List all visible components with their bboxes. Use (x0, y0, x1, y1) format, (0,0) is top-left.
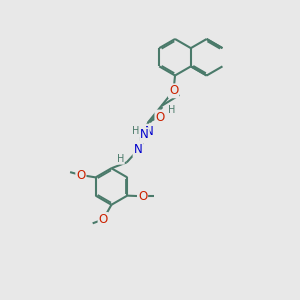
Text: O: O (169, 84, 178, 97)
Text: O: O (99, 213, 108, 226)
Text: O: O (76, 169, 86, 182)
Text: H: H (117, 154, 124, 164)
Text: N: N (140, 128, 149, 141)
Text: O: O (155, 110, 165, 124)
Text: H: H (138, 133, 145, 142)
Text: H: H (133, 126, 140, 136)
Text: H: H (168, 105, 175, 115)
Text: O: O (138, 190, 147, 203)
Text: N: N (134, 143, 142, 157)
Text: N: N (145, 125, 154, 138)
